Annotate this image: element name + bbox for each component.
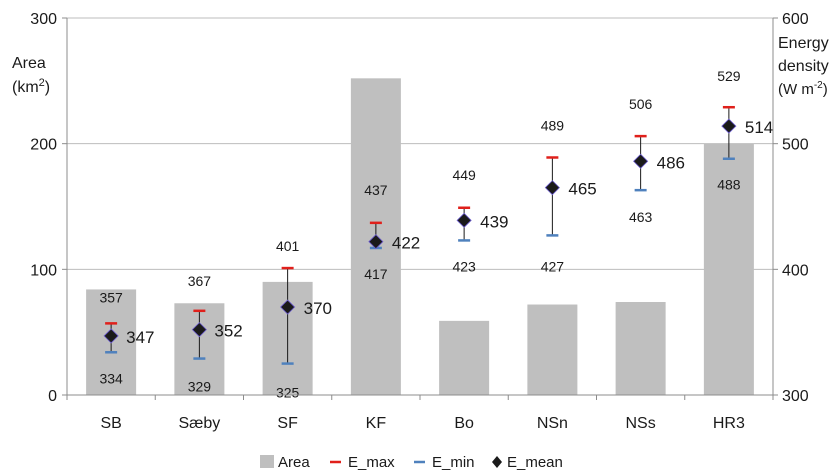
e-max-label: 529	[717, 68, 741, 84]
legend: Area E_max E_min E_mean	[260, 454, 563, 471]
x-tick-label: SF	[277, 415, 298, 432]
e-min-label: 463	[629, 209, 653, 225]
x-tick-label: Bo	[454, 415, 474, 432]
area-bar	[615, 302, 666, 395]
e-min-label: 325	[276, 385, 300, 401]
e-mean-marker	[280, 299, 296, 315]
e-mean-label: 370	[304, 299, 332, 318]
area-bar	[527, 304, 578, 395]
e-mean-label: 422	[392, 234, 420, 253]
e-max-label: 506	[629, 96, 653, 112]
e-max-label: 437	[364, 182, 388, 198]
e-mean-marker	[633, 153, 649, 169]
error-bars	[103, 105, 737, 365]
e-max-label: 367	[188, 273, 212, 289]
right-axis-label-line1: Energy	[778, 35, 829, 52]
legend-label-emax: E_max	[348, 454, 395, 471]
e-max-label: 357	[99, 289, 123, 305]
x-tick-label: NSs	[626, 415, 656, 432]
x-tick-label: Sæby	[178, 415, 220, 432]
e-mean-label: 486	[657, 153, 685, 172]
e-mean-marker	[544, 180, 560, 196]
e-mean-label: 352	[214, 322, 242, 341]
e-mean-marker	[721, 118, 737, 134]
e-min-label: 427	[541, 258, 565, 274]
e-min-label: 329	[188, 379, 212, 395]
e-mean-marker	[456, 212, 472, 228]
e-min-label: 417	[364, 266, 388, 282]
x-tick-label: HR3	[713, 415, 745, 432]
e-min-label: 334	[99, 370, 123, 386]
e-mean-label: 514	[745, 118, 773, 137]
e-mean-label: 465	[568, 180, 596, 199]
left-tick-label: 100	[30, 262, 57, 279]
legend-swatch-emean	[492, 456, 502, 468]
area-bar	[439, 320, 490, 395]
e-mean-label: 439	[480, 212, 508, 231]
e-max-label: 449	[452, 167, 476, 183]
e-min-label: 423	[452, 258, 476, 274]
e-mean-label: 347	[126, 328, 154, 347]
left-axis-label-line2: (km2)	[12, 77, 50, 96]
e-max-label: 489	[541, 117, 565, 133]
grid	[67, 17, 773, 270]
legend-label-area: Area	[278, 454, 310, 471]
left-tick-label: 0	[48, 388, 57, 405]
right-tick-label: 500	[782, 137, 809, 154]
left-tick-label: 200	[30, 137, 57, 154]
legend-label-emin: E_min	[432, 454, 475, 471]
legend-label-emean: E_mean	[507, 454, 563, 471]
area-bar	[703, 143, 754, 395]
e-min-label: 488	[717, 177, 741, 193]
e-max-label: 401	[276, 238, 300, 254]
right-axis-label-line3: (W m-2)	[778, 80, 828, 98]
axes: 0 100 200 300 300 400 500 600 SB Sæby SF KF Bo NSn NSs…	[30, 11, 809, 432]
left-tick-label: 300	[30, 11, 57, 28]
x-tick-label: NSn	[537, 415, 568, 432]
e-mean-marker	[191, 322, 207, 338]
right-tick-label: 400	[782, 262, 809, 279]
right-tick-label: 600	[782, 11, 809, 28]
right-axis-label-line2: density	[778, 58, 829, 75]
legend-swatch-area	[260, 455, 274, 468]
e-mean-marker	[103, 328, 119, 344]
left-axis-label-line1: Area	[12, 55, 46, 72]
x-tick-label: KF	[366, 415, 387, 432]
right-tick-label: 300	[782, 388, 809, 405]
x-tick-label: SB	[100, 415, 121, 432]
e-mean-marker	[368, 234, 384, 250]
